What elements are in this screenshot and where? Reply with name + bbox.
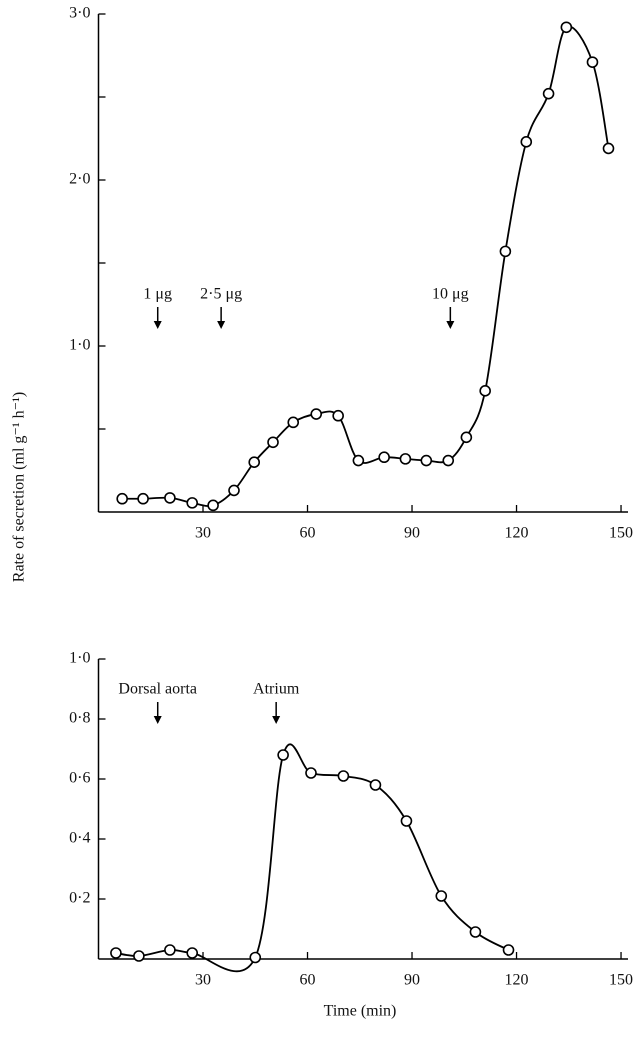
data-point [369,779,382,791]
y-tick-label: 3·0 [69,5,90,22]
x-tick-label: 120 [505,972,529,989]
data-point [479,385,491,397]
y-axis-label: Rate of secretion (ml g⁻¹ h⁻¹) [11,392,28,582]
annotation-label: 10 μg [432,286,469,303]
data-point [228,484,240,497]
arrow-head [153,716,162,724]
x-tick-label: 30 [195,525,211,542]
y-tick-label: 0·2 [69,890,90,907]
x-tick-label: 60 [300,972,316,989]
data-point [499,245,512,258]
arrow-head [153,321,162,329]
data-point [248,456,261,469]
data-point [435,890,448,902]
y-tick-label: 0·4 [69,830,90,847]
y-tick-label: 1·0 [69,337,90,354]
data-point [164,944,176,956]
annotation-label: 2·5 μg [200,286,242,303]
data-point [110,947,122,959]
data-point [560,21,573,34]
data-point [137,492,149,505]
data-point [420,454,433,467]
data-point [460,431,473,444]
annotation-label: Atrium [253,681,300,698]
x-tick-label: 120 [505,525,529,542]
data-line [122,25,610,507]
data-point [116,492,128,505]
y-tick-label: 0·6 [69,770,90,787]
data-point [287,416,300,429]
data-point [277,749,289,761]
x-tick-label: 90 [404,525,420,542]
data-point [337,770,350,782]
x-tick-label: 150 [609,525,633,542]
data-point [352,454,365,467]
data-point [586,56,599,68]
x-axis-label: Time (min) [324,1003,397,1020]
data-point [207,499,219,512]
data-point [399,453,412,465]
data-point [442,454,455,467]
y-tick-label: 1·0 [69,650,90,667]
y-tick-label: 2·0 [69,171,90,188]
annotation-label: 1 μg [143,286,172,303]
arrow-head [446,321,455,329]
x-tick-label: 30 [195,972,211,989]
arrow-head [217,321,226,329]
x-tick-label: 90 [404,972,420,989]
data-point [133,950,145,962]
data-point [186,947,199,959]
annotation-label: Dorsal aorta [118,681,197,698]
data-point [332,409,344,422]
data-point [378,451,390,464]
y-tick-label: 0·8 [69,710,90,727]
data-point [542,87,555,100]
data-point [400,815,413,827]
data-point [267,436,279,449]
x-tick-label: 150 [609,972,633,989]
data-point [186,497,199,509]
data-point [164,492,176,504]
data-point [520,136,533,148]
data-point [602,142,615,155]
data-point [305,767,317,779]
arrow-head [272,716,281,724]
data-point [502,944,515,956]
data-point [310,408,323,420]
data-point [469,926,482,938]
data-point [249,951,262,964]
x-tick-label: 60 [300,525,316,542]
